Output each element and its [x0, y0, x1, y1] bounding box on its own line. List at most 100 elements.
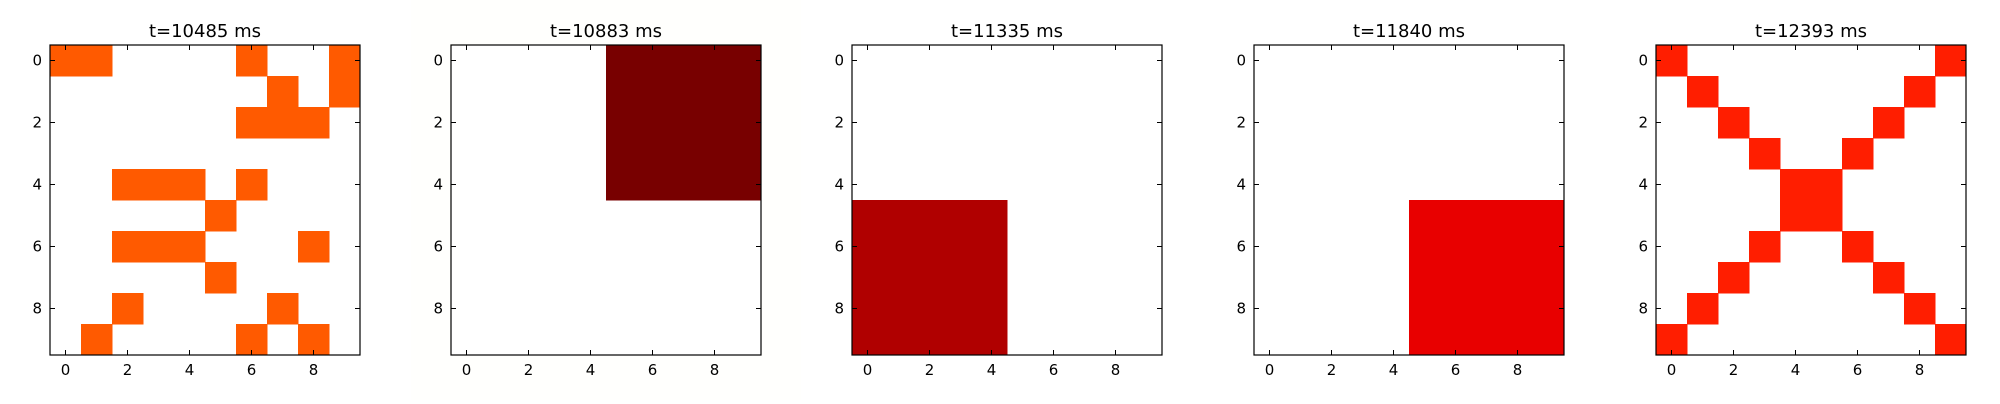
plot-frame: [49, 44, 361, 356]
x-tick-label: 6: [1853, 361, 1863, 379]
heatmap-cell: [205, 200, 237, 232]
plot-frame: [1655, 44, 1967, 356]
heatmap-cell: [298, 107, 330, 139]
heatmap-cell: [1409, 324, 1441, 356]
heatmap-cell: [1440, 200, 1472, 232]
chart-title: t=12393 ms: [1755, 21, 1867, 42]
x-tick-label: 2: [1327, 361, 1337, 379]
heatmap-cell: [606, 76, 638, 108]
x-tick-label: 8: [1111, 361, 1121, 379]
heatmap-cell: [174, 169, 206, 201]
heatmap-cell: [50, 45, 82, 77]
heatmap-cell: [267, 293, 299, 325]
heatmap-cell: [1780, 200, 1812, 232]
heatmap-cell: [174, 231, 206, 263]
heatmap-panel-3: t=11335 ms 0 2 4 6 8 0 2 4 6 8: [834, 21, 1163, 379]
heatmap-cell: [606, 45, 638, 77]
plot-frame: [1253, 44, 1565, 356]
x-tick-label: 6: [648, 361, 658, 379]
heatmap-cell: [637, 45, 669, 77]
heatmap-cell: [637, 169, 669, 201]
heatmap-cell: [883, 200, 915, 232]
heatmap-cell: [1533, 200, 1565, 232]
y-tick-label: 2: [1638, 114, 1648, 132]
heatmap-cell: [668, 169, 700, 201]
x-tick-label: 4: [1389, 361, 1399, 379]
x-tick-label: 0: [462, 361, 472, 379]
heatmap-cell: [976, 262, 1008, 294]
x-tick-label: 2: [123, 361, 133, 379]
heatmap-cell: [730, 138, 762, 170]
heatmap-cell: [852, 293, 884, 325]
heatmap-panel-2: t=10883 ms 0 2 4 6 8 0 2 4 6 8: [411, 0, 801, 400]
x-tick-label: 2: [925, 361, 935, 379]
heatmap-cell: [606, 169, 638, 201]
heatmap-cell: [668, 107, 700, 139]
heatmap-cell: [143, 231, 175, 263]
heatmap-cell: [236, 169, 268, 201]
heatmap-cell: [852, 200, 884, 232]
y-tick-label: 0: [834, 52, 844, 70]
heatmap-cell: [1471, 324, 1503, 356]
y-tick-label: 6: [32, 238, 42, 256]
heatmap-cell: [81, 324, 113, 356]
chart-title: t=11840 ms: [1353, 21, 1465, 42]
heatmap-cell: [1471, 200, 1503, 232]
chart-title: t=10485 ms: [149, 21, 261, 42]
heatmap-panel-1: t=10485 ms 0 2 4 6 8 0 2 4 6 8: [32, 21, 361, 379]
heatmap-cell: [637, 76, 669, 108]
heatmap-cell: [976, 200, 1008, 232]
heatmap-cell: [852, 262, 884, 294]
heatmap-cell: [1440, 262, 1472, 294]
heatmap-cell: [945, 200, 977, 232]
heatmap-cell: [1780, 169, 1812, 201]
x-tick-label: 0: [863, 361, 873, 379]
x-tick-label: 4: [1791, 361, 1801, 379]
heatmap-cell: [1440, 231, 1472, 263]
chart-title: t=10883 ms: [550, 21, 662, 42]
x-tick-label: 6: [247, 361, 257, 379]
heatmap-cell: [112, 231, 144, 263]
heatmap-cell: [1842, 138, 1874, 170]
heatmap-cell: [298, 231, 330, 263]
heatmap-cell: [236, 45, 268, 77]
y-tick-label: 8: [433, 300, 443, 318]
heatmap-cell: [1533, 324, 1565, 356]
y-tick-label: 2: [32, 114, 42, 132]
heatmap-cell: [883, 262, 915, 294]
y-tick-label: 4: [834, 176, 844, 194]
heatmap-cell: [699, 138, 731, 170]
x-tick-label: 4: [185, 361, 195, 379]
y-tick-label: 6: [1236, 238, 1246, 256]
heatmap-cell: [1502, 200, 1534, 232]
y-tick-label: 2: [834, 114, 844, 132]
heatmap-cell: [668, 45, 700, 77]
heatmap-cell: [1533, 262, 1565, 294]
heatmap-cell: [329, 76, 361, 108]
x-tick-label: 8: [1513, 361, 1523, 379]
heatmap-cell: [945, 293, 977, 325]
y-tick-label: 6: [834, 238, 844, 256]
heatmap-cell: [945, 262, 977, 294]
plot-frame: [450, 44, 762, 356]
y-tick-label: 8: [1638, 300, 1648, 318]
heatmap-cell: [1842, 231, 1874, 263]
heatmap-cell: [1440, 293, 1472, 325]
plot-frame: [851, 44, 1163, 356]
heatmap-cell: [1471, 231, 1503, 263]
heatmap-cell: [976, 293, 1008, 325]
heatmap-cell: [205, 262, 237, 294]
heatmap-cell: [699, 107, 731, 139]
y-tick-label: 8: [32, 300, 42, 318]
y-tick-label: 4: [1236, 176, 1246, 194]
heatmap-cell: [914, 293, 946, 325]
heatmap-cell: [606, 138, 638, 170]
heatmap-cell: [883, 324, 915, 356]
heatmap-cell: [852, 231, 884, 263]
heatmap-cell: [1718, 107, 1750, 139]
y-tick-label: 0: [1638, 52, 1648, 70]
chart-title: t=11335 ms: [951, 21, 1063, 42]
x-tick-label: 8: [1915, 361, 1925, 379]
heatmap-cell: [1502, 231, 1534, 263]
y-tick-label: 4: [1638, 176, 1648, 194]
